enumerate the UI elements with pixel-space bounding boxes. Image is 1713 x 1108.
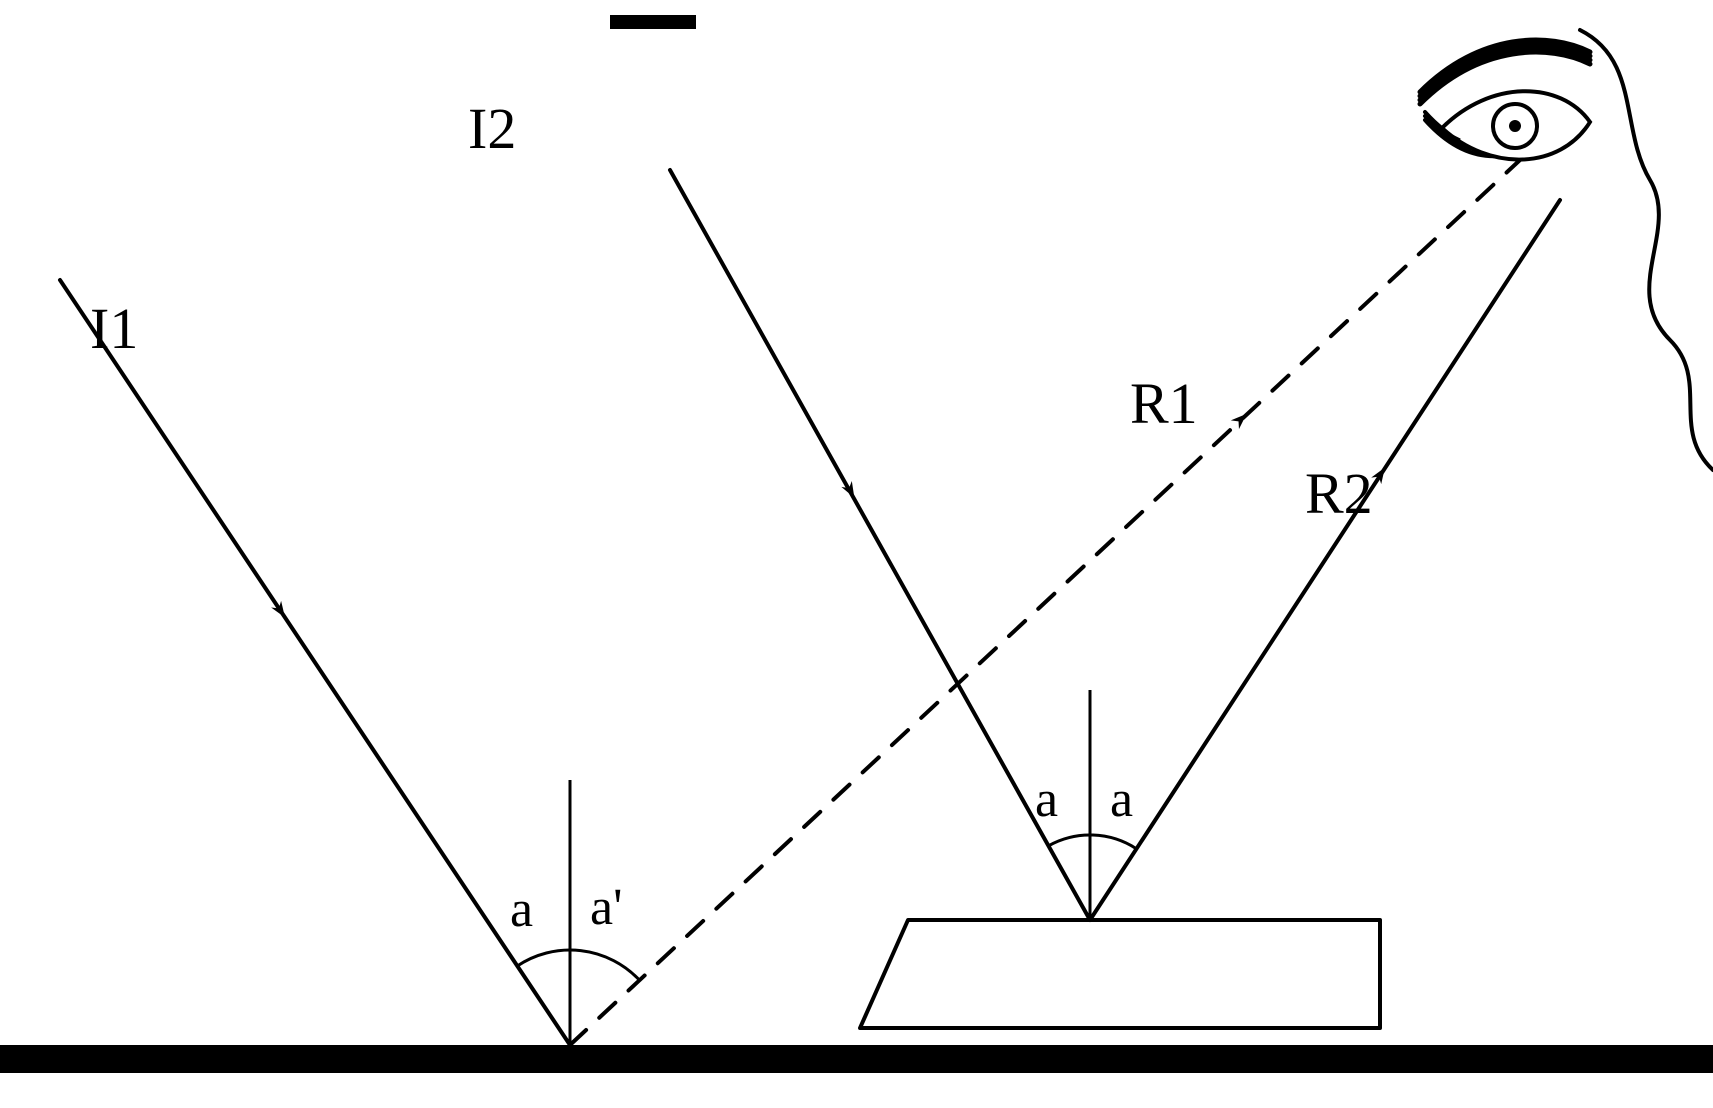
drawing-layer xyxy=(0,15,1713,1073)
label-R2: R2 xyxy=(1305,460,1373,527)
label-R1: R1 xyxy=(1130,370,1198,437)
label-I2: I2 xyxy=(468,95,516,162)
label-angle-a-right-left: a xyxy=(1035,770,1058,829)
label-I1: I1 xyxy=(90,295,138,362)
diagram-svg xyxy=(0,0,1713,1108)
diagram-canvas: I1 I2 R1 R2 a a' a a xyxy=(0,0,1713,1108)
label-angle-a-right-right: a xyxy=(1110,770,1133,829)
label-angle-a-left: a xyxy=(510,880,533,939)
label-angle-ap-left: a' xyxy=(590,878,622,937)
